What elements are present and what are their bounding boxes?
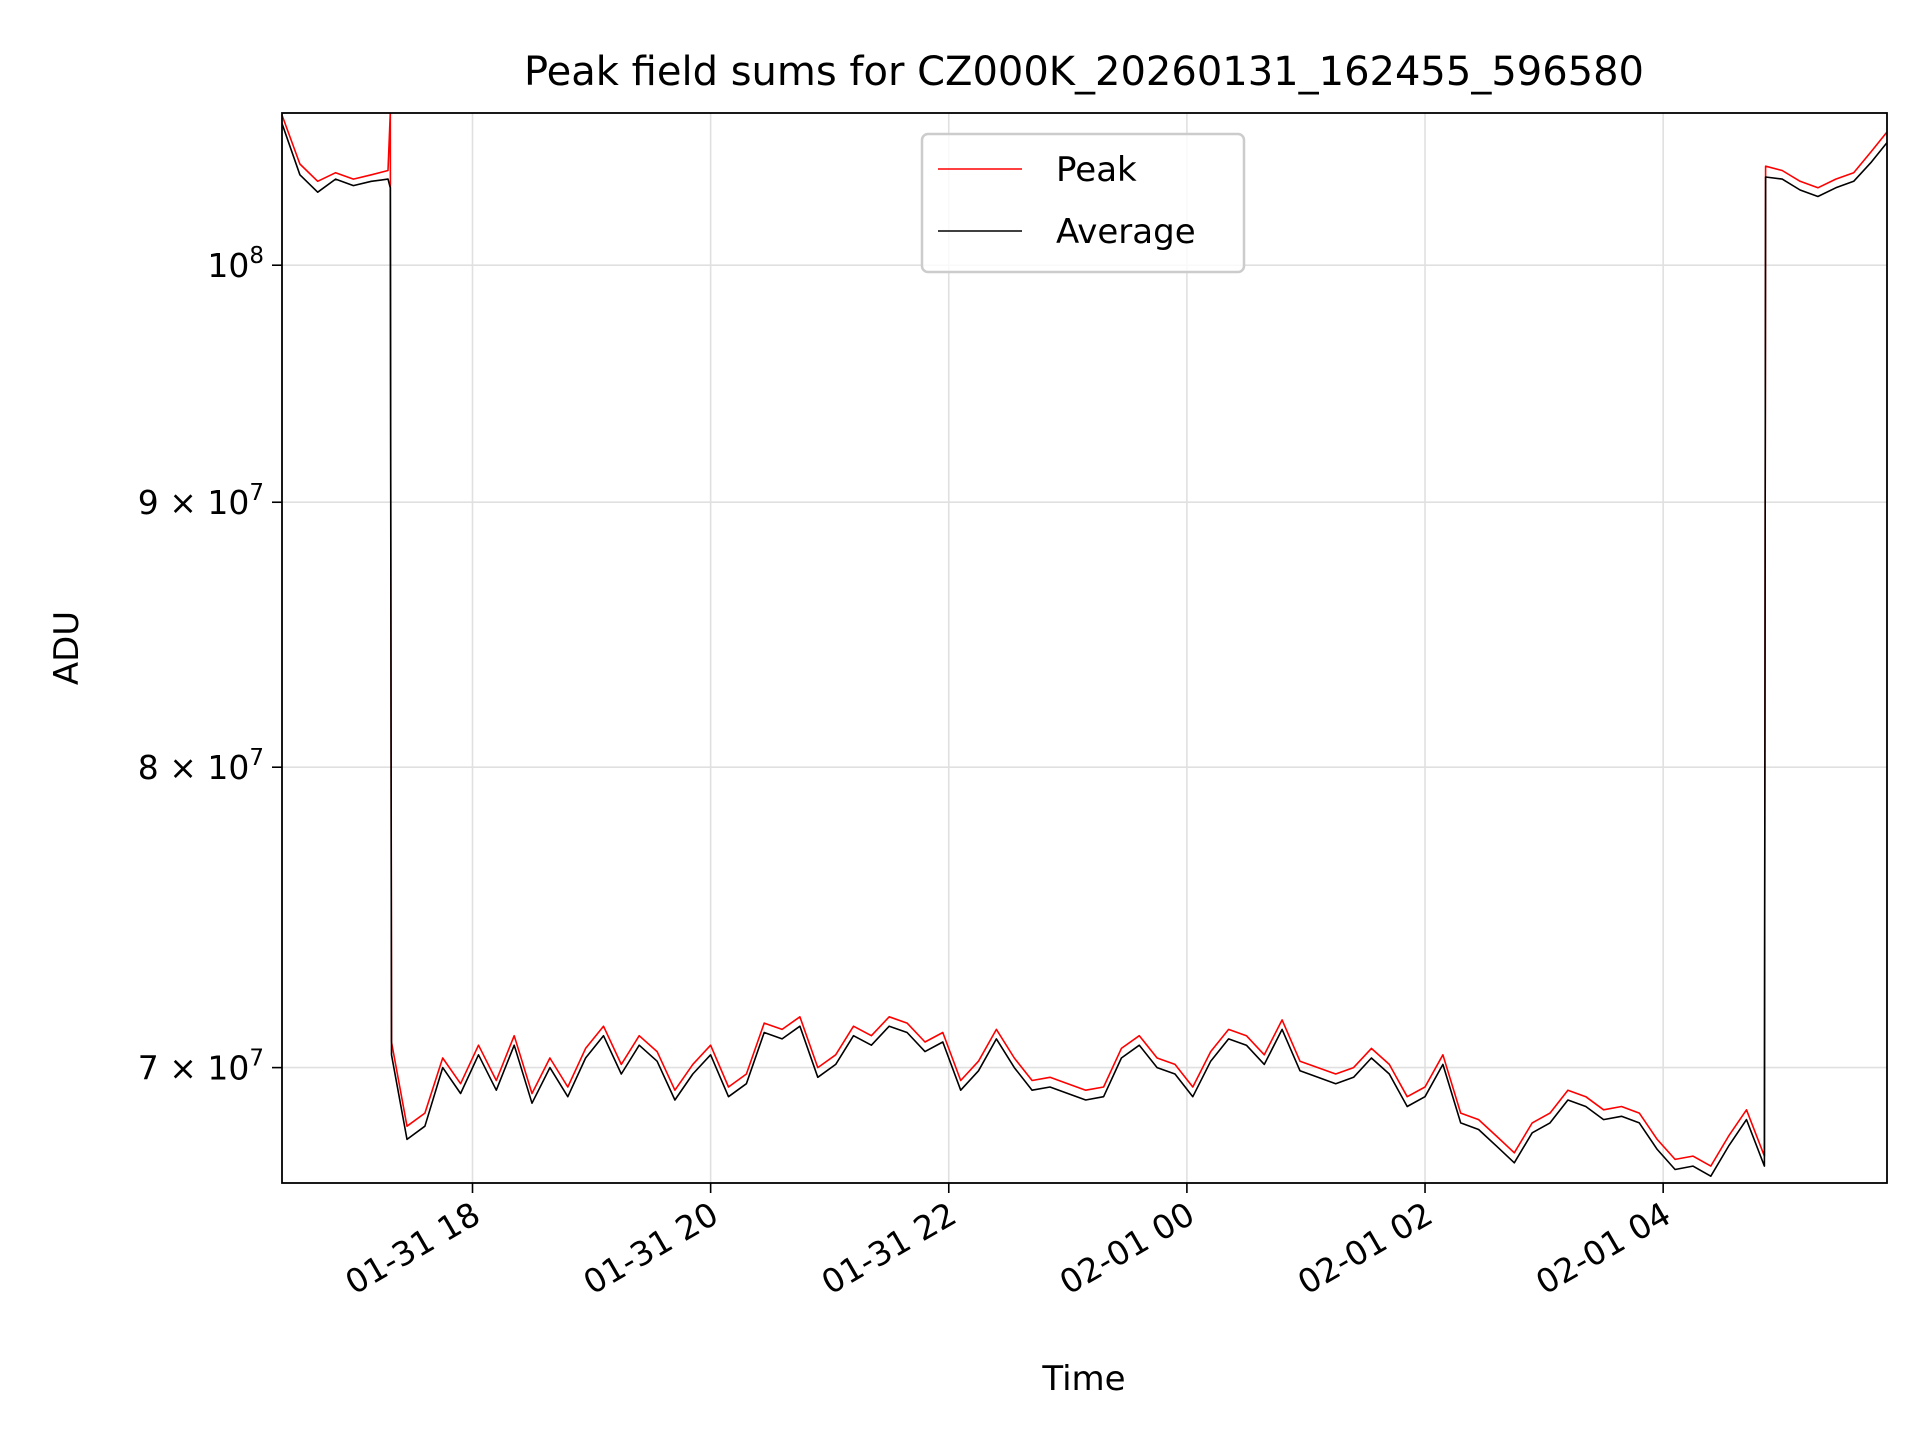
y-tick-label: 108 <box>207 243 264 285</box>
series-line-peak <box>282 113 1887 1167</box>
legend-label-average: Average <box>1056 212 1196 252</box>
series-line-average <box>282 123 1887 1177</box>
y-tick-base: 10 <box>207 246 249 285</box>
y-tick-label: 7 × 107 <box>138 1046 264 1088</box>
y-tick-label: 9 × 107 <box>138 480 264 522</box>
plot-frame <box>281 112 1888 1184</box>
y-axis-label: ADU <box>47 611 87 685</box>
y-tick-exponent: 8 <box>249 243 264 269</box>
y-tick-exponent: 7 <box>249 745 264 771</box>
series-layer <box>282 113 1887 1177</box>
y-tick-base: 7 × 10 <box>138 1049 250 1088</box>
chart-title: Peak field sums for CZ000K_20260131_1624… <box>524 49 1644 95</box>
y-tick-base: 9 × 10 <box>138 483 250 522</box>
y-tick-exponent: 7 <box>249 1046 264 1072</box>
grid-lines <box>282 113 1887 1183</box>
y-tick-base: 8 × 10 <box>138 748 250 787</box>
x-axis-label: Time <box>1041 1359 1125 1399</box>
legend: Peak Average <box>920 132 1246 274</box>
y-tick-label: 8 × 107 <box>138 745 264 787</box>
legend-label-peak: Peak <box>1056 150 1137 190</box>
y-tick-exponent: 7 <box>249 480 264 506</box>
